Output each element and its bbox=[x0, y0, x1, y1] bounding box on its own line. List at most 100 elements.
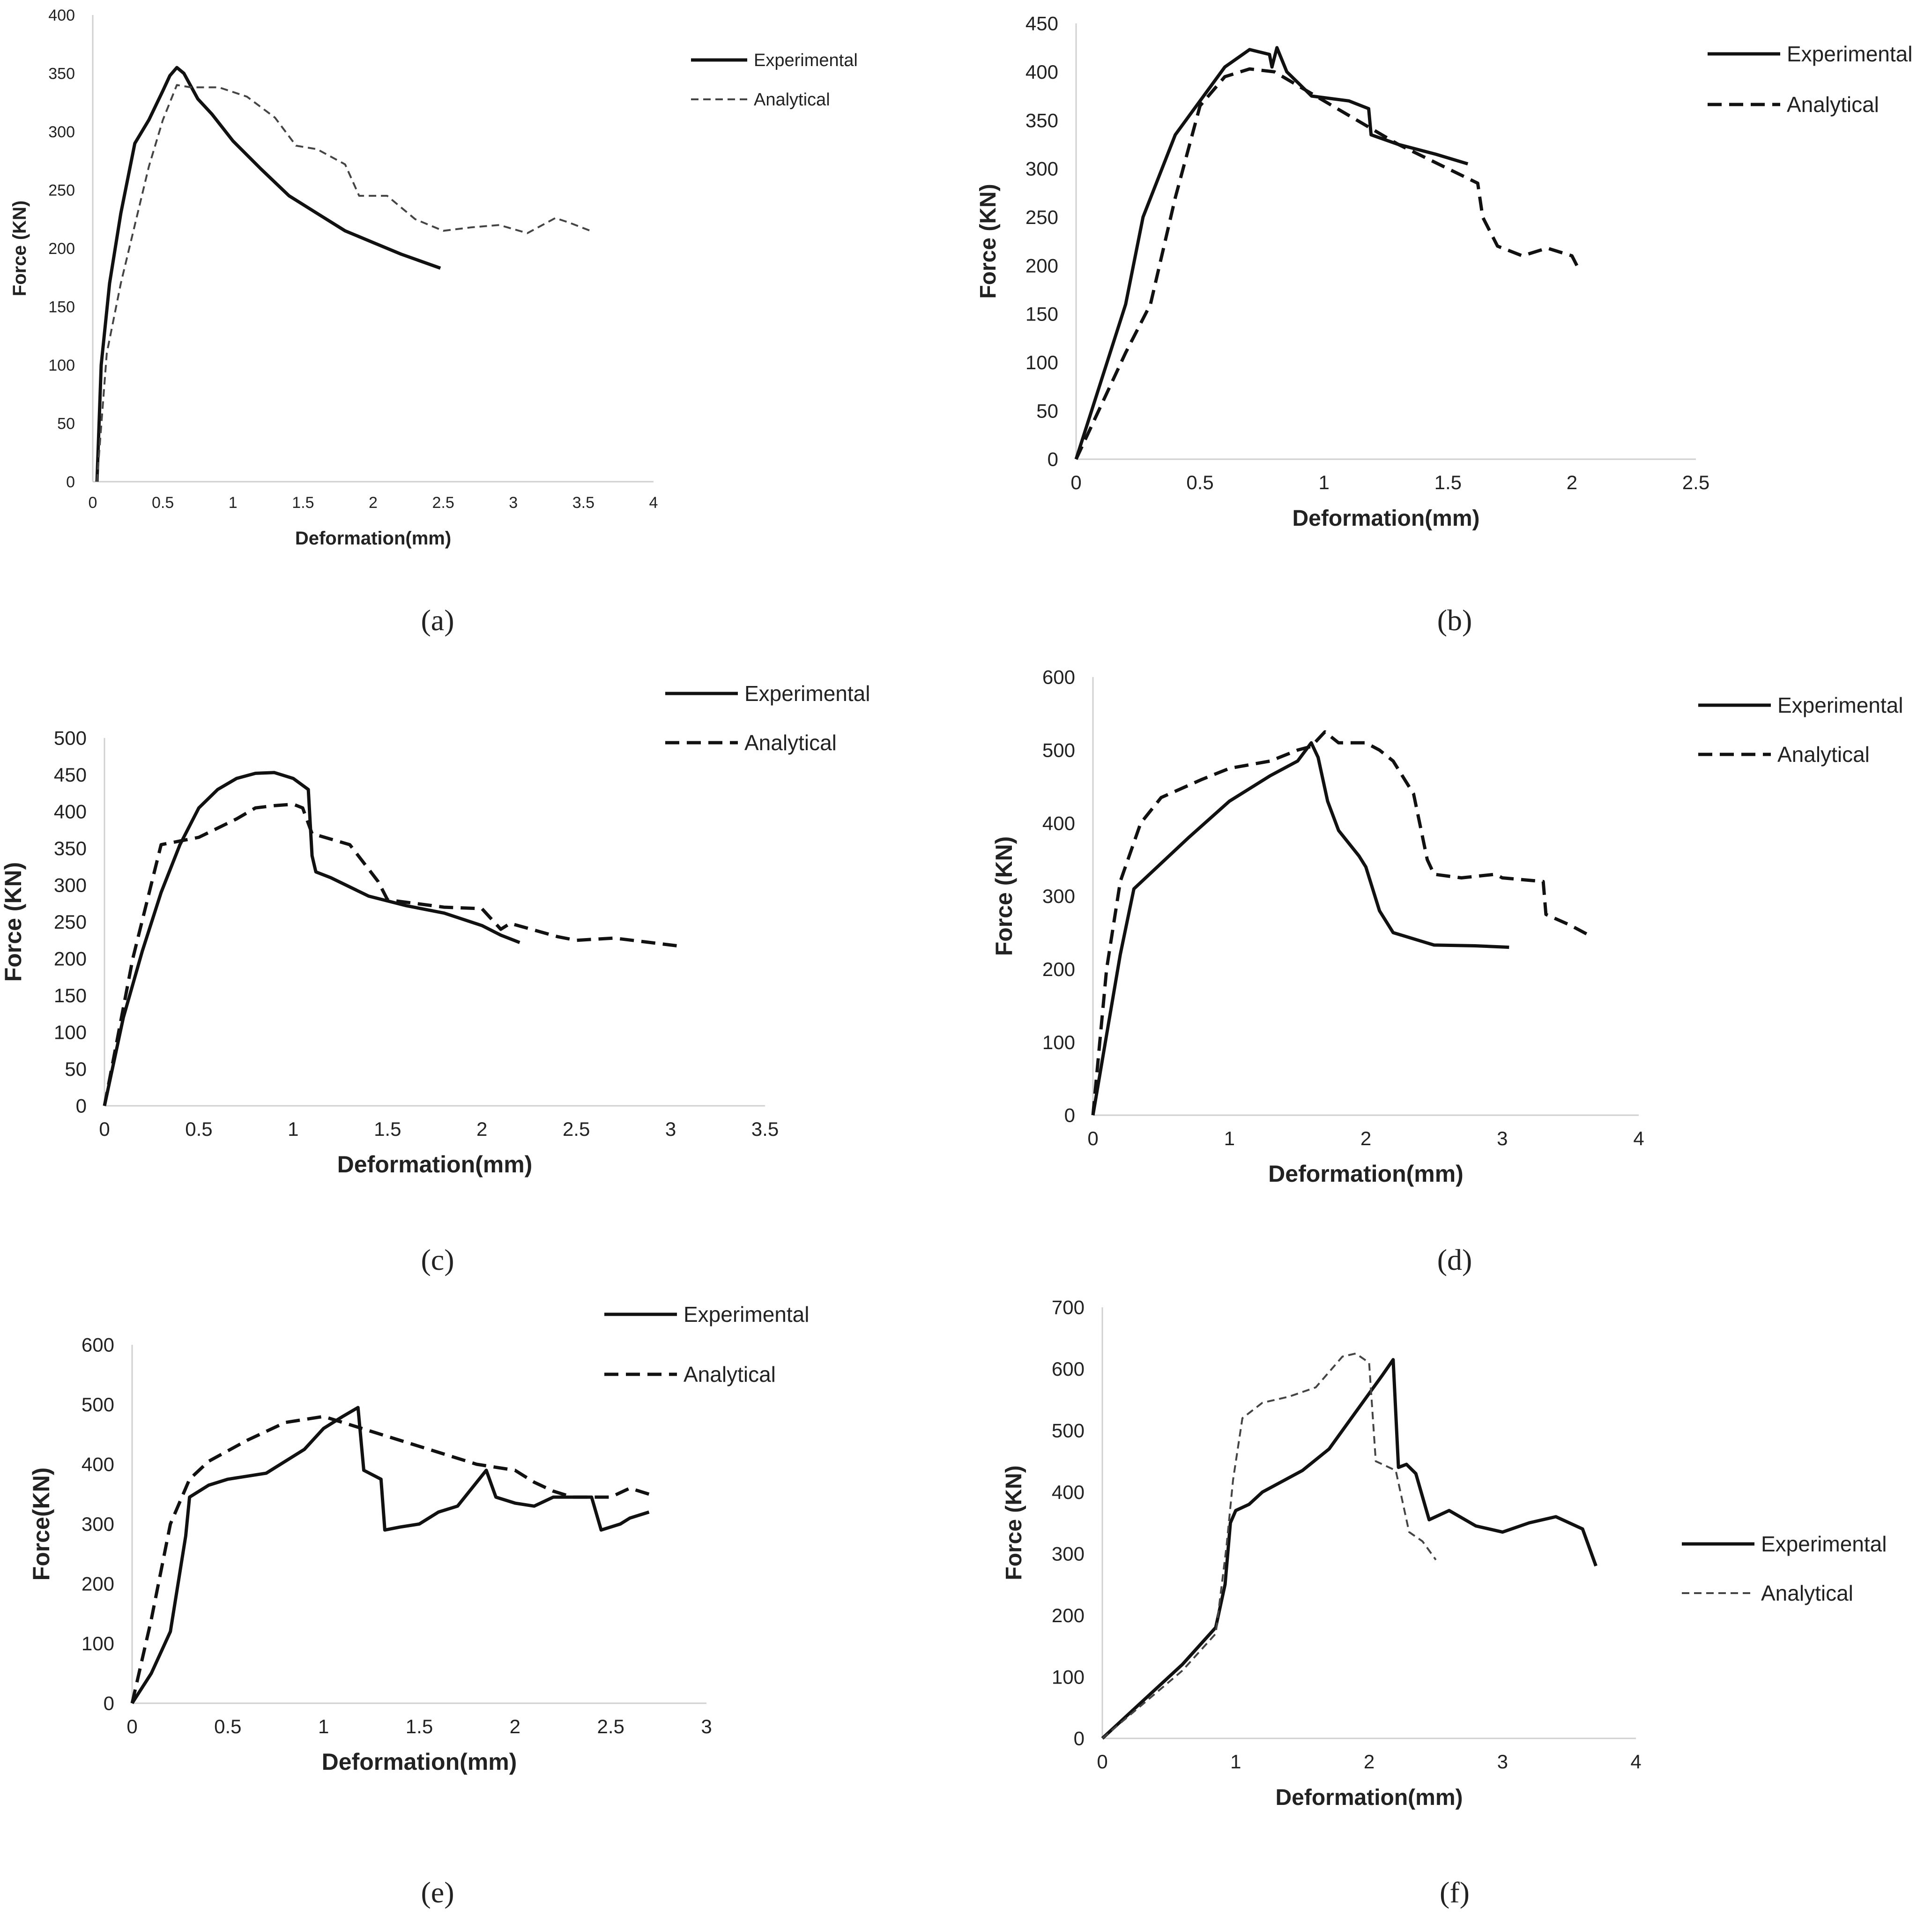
y-tick-label: 200 bbox=[54, 948, 87, 970]
y-tick-label: 400 bbox=[1025, 61, 1058, 83]
caption-a: (a) bbox=[421, 604, 454, 637]
y-tick-label: 200 bbox=[82, 1573, 114, 1595]
y-tick-label: 200 bbox=[48, 240, 75, 258]
series-line-analytical bbox=[103, 802, 681, 1106]
y-axis-label: Force (KN) bbox=[1002, 1465, 1026, 1580]
x-tick-label: 0 bbox=[126, 1715, 137, 1737]
y-tick-label: 0 bbox=[1048, 448, 1058, 470]
legend-label-experimental: Experimental bbox=[684, 1302, 809, 1327]
y-tick-label: 500 bbox=[1052, 1420, 1085, 1442]
y-tick-label: 50 bbox=[1036, 400, 1058, 422]
series-line-experimental bbox=[1074, 46, 1469, 460]
x-tick-label: 4 bbox=[1633, 1127, 1644, 1149]
x-axis-label: Deformation(mm) bbox=[337, 1151, 533, 1178]
x-tick-label: 4 bbox=[649, 494, 658, 512]
x-tick-label: 1.5 bbox=[292, 494, 314, 512]
y-axis-label: Force (KN) bbox=[991, 836, 1017, 956]
legend-label-analytical: Analytical bbox=[1787, 92, 1879, 117]
y-tick-label: 150 bbox=[1025, 303, 1058, 325]
y-tick-label: 600 bbox=[1052, 1358, 1085, 1380]
y-tick-label: 350 bbox=[54, 837, 87, 859]
y-tick-label: 300 bbox=[1052, 1543, 1085, 1565]
y-tick-label: 100 bbox=[82, 1632, 114, 1655]
y-tick-label: 400 bbox=[1042, 812, 1075, 834]
x-tick-label: 0 bbox=[89, 494, 97, 512]
x-tick-label: 0.5 bbox=[1186, 471, 1213, 493]
panel-e: 0 0.5 1 1.5 2 2.5 3 0 100 200 300 400 500 600 Deformat… bbox=[28, 1302, 809, 1775]
y-axis-label: Force(KN) bbox=[28, 1468, 54, 1581]
x-tick-label: 1.5 bbox=[374, 1118, 401, 1140]
y-tick-label: 450 bbox=[1025, 13, 1058, 35]
y-tick-label: 50 bbox=[65, 1058, 87, 1080]
x-tick-label: 0 bbox=[1087, 1127, 1098, 1149]
caption-f: (f) bbox=[1440, 1876, 1470, 1909]
legend-label-experimental: Experimental bbox=[1761, 1532, 1887, 1556]
x-tick-label: 3 bbox=[1497, 1127, 1508, 1149]
y-tick-label: 200 bbox=[1025, 254, 1058, 276]
y-tick-label: 100 bbox=[48, 357, 75, 374]
y-tick-label: 350 bbox=[48, 65, 75, 82]
x-axis-label: Deformation(mm) bbox=[1268, 1161, 1464, 1187]
legend-label-analytical: Analytical bbox=[1777, 742, 1870, 767]
x-tick-label: 3.5 bbox=[572, 494, 594, 512]
y-tick-label: 350 bbox=[1025, 109, 1058, 131]
x-tick-label: 3 bbox=[665, 1118, 676, 1140]
x-tick-label: 2.5 bbox=[1682, 471, 1709, 493]
caption-b: (b) bbox=[1437, 604, 1472, 637]
legend-label-analytical: Analytical bbox=[744, 730, 837, 755]
y-tick-label: 600 bbox=[1042, 666, 1075, 688]
y-tick-label: 300 bbox=[82, 1513, 114, 1535]
x-tick-label: 2 bbox=[1360, 1127, 1371, 1149]
legend-label-experimental: Experimental bbox=[1777, 693, 1903, 717]
y-tick-label: 150 bbox=[48, 298, 75, 316]
x-axis-label: Deformation(mm) bbox=[295, 528, 451, 549]
series-line-experimental bbox=[95, 66, 441, 482]
y-tick-label: 500 bbox=[1042, 739, 1075, 761]
y-tick-label: 100 bbox=[54, 1021, 87, 1043]
x-tick-label: 3.5 bbox=[751, 1118, 779, 1140]
y-tick-label: 150 bbox=[54, 984, 87, 1006]
x-axis-label: Deformation(mm) bbox=[1275, 1785, 1463, 1810]
x-tick-label: 2.5 bbox=[432, 494, 454, 512]
x-tick-label: 0 bbox=[1097, 1751, 1107, 1773]
y-tick-label: 50 bbox=[57, 415, 75, 432]
y-tick-label: 700 bbox=[1052, 1297, 1085, 1319]
x-tick-label: 1 bbox=[1230, 1751, 1241, 1773]
y-tick-label: 400 bbox=[82, 1453, 114, 1476]
caption-d: (d) bbox=[1437, 1243, 1472, 1276]
x-tick-label: 0 bbox=[1070, 471, 1081, 493]
x-tick-label: 3 bbox=[1497, 1751, 1508, 1773]
y-tick-label: 200 bbox=[1042, 958, 1075, 980]
x-tick-label: 1 bbox=[288, 1118, 298, 1140]
y-tick-label: 100 bbox=[1052, 1666, 1085, 1688]
legend-label-analytical: Analytical bbox=[754, 90, 830, 110]
series-line-analytical bbox=[1074, 67, 1579, 460]
x-tick-label: 2 bbox=[1567, 471, 1577, 493]
panel-b: 0 0.5 1 1.5 2 2.5 0 50 100 150 200 250 300 350 400 450 D… bbox=[976, 13, 1912, 531]
legend-label-experimental: Experimental bbox=[744, 681, 870, 706]
y-tick-label: 0 bbox=[1064, 1104, 1075, 1126]
y-axis-label: Force (KN) bbox=[0, 862, 26, 982]
caption-c: (c) bbox=[421, 1243, 454, 1276]
series-line-experimental bbox=[103, 771, 520, 1106]
x-tick-label: 2 bbox=[369, 494, 378, 512]
y-tick-label: 0 bbox=[76, 1095, 87, 1117]
x-tick-label: 1 bbox=[1224, 1127, 1235, 1149]
x-tick-label: 0.5 bbox=[185, 1118, 212, 1140]
x-axis-label: Deformation(mm) bbox=[1292, 506, 1479, 531]
y-tick-label: 600 bbox=[82, 1334, 114, 1356]
y-tick-label: 300 bbox=[1042, 885, 1075, 907]
y-tick-label: 250 bbox=[1025, 206, 1058, 228]
x-tick-label: 1 bbox=[318, 1715, 329, 1737]
y-tick-label: 200 bbox=[1052, 1604, 1085, 1626]
x-tick-label: 2 bbox=[476, 1118, 487, 1140]
y-tick-label: 300 bbox=[1025, 158, 1058, 180]
series-line-analytical bbox=[96, 84, 591, 482]
panel-d: 0 1 2 3 4 0 100 200 300 400 500 600 Deformation(mm) F… bbox=[991, 666, 1903, 1187]
y-tick-label: 100 bbox=[1042, 1031, 1075, 1053]
panel-a: 0 0.5 1 1.5 2 2.5 3 3.5 4 0 50 100 150 200 250 300 350 40… bbox=[9, 7, 858, 549]
y-axis-label: Force (KN) bbox=[976, 184, 1001, 298]
x-tick-label: 0.5 bbox=[152, 494, 174, 512]
x-tick-label: 3 bbox=[701, 1715, 712, 1737]
